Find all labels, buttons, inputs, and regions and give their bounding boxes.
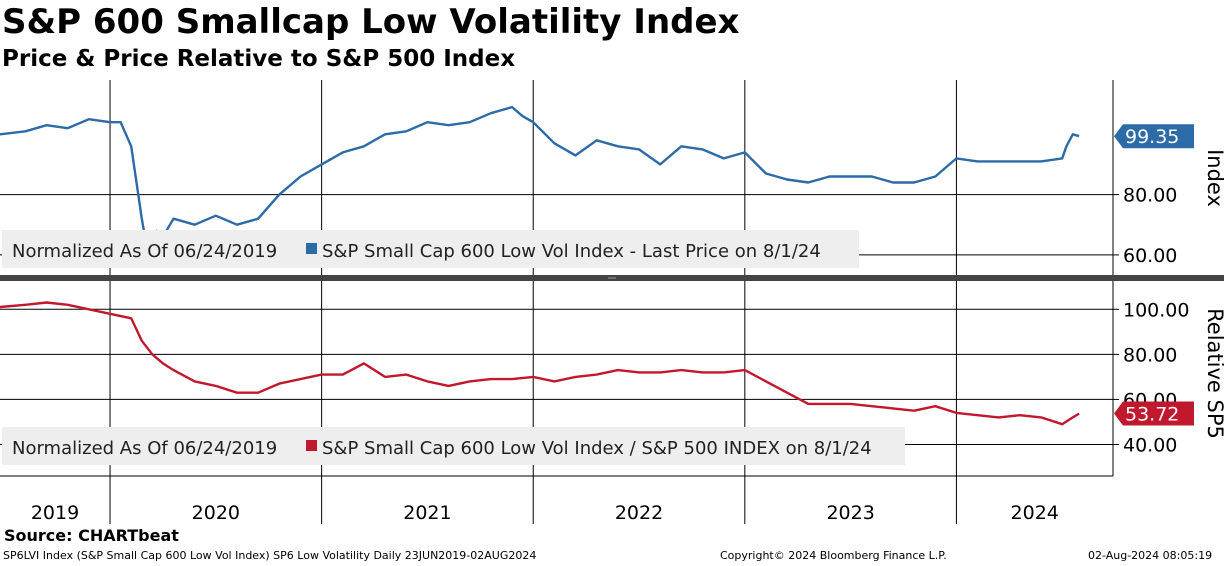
price-last-value-flag — [1114, 124, 1194, 149]
chart-title: S&P 600 Smallcap Low Volatility Index — [2, 2, 740, 42]
footer-timestamp: 02-Aug-2024 08:05:19 — [1088, 549, 1213, 562]
relative-legend-normalized: Normalized As Of 06/24/2019 — [12, 438, 277, 459]
x-tick-label-year: 2023 — [826, 502, 874, 524]
relative-last-value-flag — [1114, 401, 1194, 426]
relative-series-line — [0, 301, 1080, 426]
price-legend-normalized: Normalized As Of 06/24/2019 — [12, 241, 277, 262]
x-tick-label-year: 2021 — [403, 502, 451, 524]
relative-y-tick-label: 100.00 — [1123, 299, 1189, 321]
footer-security-info: SP6LVI Index (S&P Small Cap 600 Low Vol … — [3, 549, 537, 562]
x-tick-label-year: 2020 — [192, 502, 240, 524]
relative-legend-series: S&P Small Cap 600 Low Vol Index / S&P 50… — [322, 438, 872, 459]
chart-subtitle: Price & Price Relative to S&P 500 Index — [2, 46, 516, 72]
x-tick-label-year: 2024 — [1011, 502, 1059, 524]
relative-legend-box — [2, 427, 905, 465]
x-tick-label-year: 2019 — [31, 502, 79, 524]
relative-legend-swatch — [306, 440, 317, 451]
relative-y-tick-label: 80.00 — [1123, 344, 1177, 366]
price-y-tick-label: 60.00 — [1123, 245, 1177, 267]
relative-last-value-label: 53.72 — [1125, 404, 1179, 426]
price-axis-title: Index — [1203, 149, 1224, 207]
price-legend-box — [2, 230, 859, 268]
price-legend-series: S&P Small Cap 600 Low Vol Index - Last P… — [322, 241, 821, 262]
relative-axis-title: Relative SP5 — [1203, 308, 1224, 439]
source-label: Source: CHARTbeat — [4, 526, 179, 545]
price-y-tick-label: 80.00 — [1123, 185, 1177, 207]
price-legend-swatch — [306, 243, 317, 254]
price-last-value-label: 99.35 — [1125, 126, 1179, 148]
footer-copyright: Copyright© 2024 Bloomberg Finance L.P. — [720, 549, 947, 562]
x-tick-label-year: 2022 — [615, 502, 663, 524]
relative-y-tick-label: 40.00 — [1123, 434, 1177, 456]
